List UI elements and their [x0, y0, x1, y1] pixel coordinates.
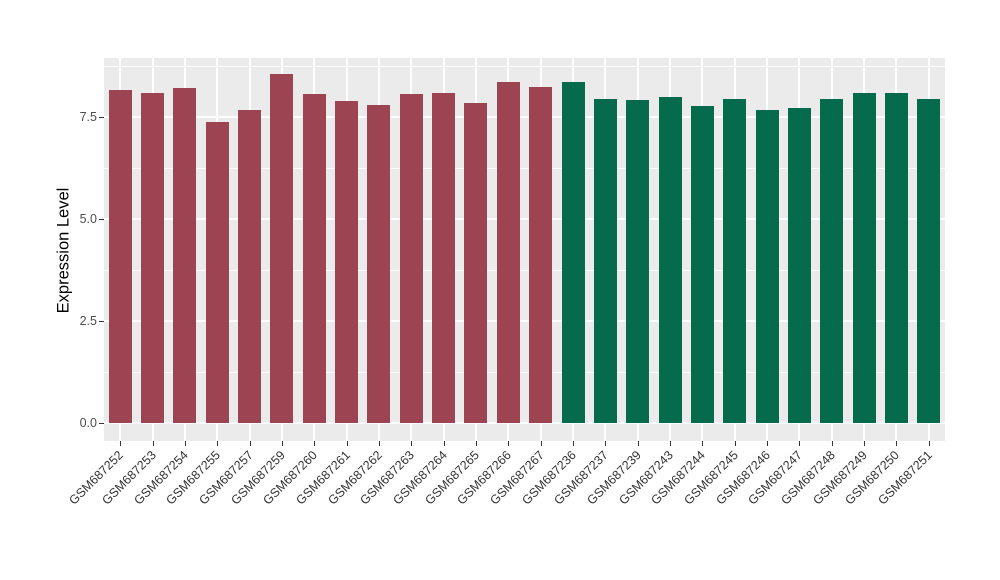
- x-tick: [831, 441, 833, 446]
- x-tick: [767, 441, 769, 446]
- bar-GSM687239: [626, 99, 650, 423]
- bar-GSM687250: [884, 92, 908, 423]
- bar-GSM687246: [755, 110, 779, 423]
- y-tick-label: 7.5: [79, 110, 97, 124]
- bar-GSM687253: [141, 93, 165, 423]
- y-tick: [99, 117, 104, 118]
- gridline-y-major: [104, 218, 945, 220]
- x-tick: [346, 441, 348, 446]
- gridline-y-minor: [104, 167, 945, 169]
- bar-GSM687251: [917, 99, 941, 423]
- bar-GSM687260: [302, 94, 326, 423]
- y-tick: [99, 219, 104, 220]
- y-tick-label: 2.5: [79, 314, 97, 328]
- x-tick: [411, 441, 413, 446]
- y-tick: [99, 423, 104, 424]
- x-tick: [120, 441, 122, 446]
- gridline-y-major: [104, 422, 945, 424]
- y-tick: [99, 321, 104, 322]
- bar-GSM687243: [658, 96, 682, 423]
- x-tick: [670, 441, 672, 446]
- bar-GSM687245: [723, 99, 747, 423]
- gridline-y-minor: [104, 371, 945, 373]
- bar-GSM687263: [399, 94, 423, 423]
- x-tick: [443, 441, 445, 446]
- gridline-y-minor: [104, 65, 945, 67]
- bar-GSM687247: [787, 108, 811, 423]
- x-tick: [249, 441, 251, 446]
- x-tick: [573, 441, 575, 446]
- x-tick: [637, 441, 639, 446]
- bar-GSM687244: [690, 106, 714, 423]
- y-tick-label: 5.0: [79, 212, 97, 226]
- bar-GSM687252: [108, 90, 132, 423]
- x-tick: [378, 441, 380, 446]
- x-tick: [540, 441, 542, 446]
- x-tick: [734, 441, 736, 446]
- bar-GSM687237: [593, 99, 617, 423]
- y-axis-title: Expression Level: [54, 187, 73, 314]
- bar-GSM687255: [205, 121, 229, 423]
- x-tick: [508, 441, 510, 446]
- x-tick: [864, 441, 866, 446]
- bar-GSM687259: [270, 74, 294, 423]
- bar-GSM687249: [852, 93, 876, 423]
- x-tick: [314, 441, 316, 446]
- x-tick: [475, 441, 477, 446]
- bar-GSM687254: [173, 88, 197, 423]
- x-tick: [184, 441, 186, 446]
- x-tick: [605, 441, 607, 446]
- x-tick: [928, 441, 930, 446]
- bar-GSM687236: [561, 81, 585, 423]
- y-tick-label: 0.0: [79, 416, 97, 430]
- plot-panel: [104, 58, 945, 441]
- x-tick: [799, 441, 801, 446]
- x-tick: [152, 441, 154, 446]
- x-tick: [702, 441, 704, 446]
- x-tick: [896, 441, 898, 446]
- x-tick: [217, 441, 219, 446]
- bar-GSM687265: [464, 102, 488, 423]
- gridline-y-major: [104, 116, 945, 118]
- bar-GSM687266: [496, 82, 520, 423]
- bar-GSM687248: [820, 99, 844, 423]
- bar-GSM687261: [335, 101, 359, 423]
- x-tick: [281, 441, 283, 446]
- bar-GSM687262: [367, 104, 391, 423]
- bar-GSM687267: [529, 86, 553, 423]
- gridline-y-minor: [104, 269, 945, 271]
- gridline-y-major: [104, 320, 945, 322]
- bar-GSM687264: [432, 92, 456, 423]
- bar-GSM687257: [238, 110, 262, 423]
